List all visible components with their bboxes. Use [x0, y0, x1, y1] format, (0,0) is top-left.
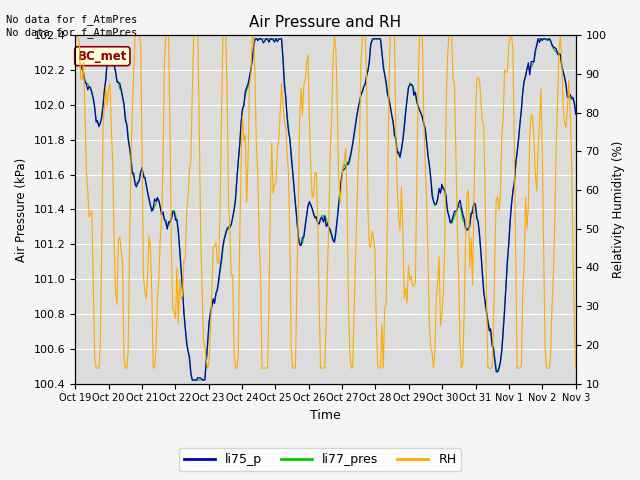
Y-axis label: Air Pressure (kPa): Air Pressure (kPa) — [15, 157, 28, 262]
Text: No data for f_AtmPres
No data for f_AtmPres: No data for f_AtmPres No data for f_AtmP… — [6, 14, 138, 38]
Legend: li75_p, li77_pres, RH: li75_p, li77_pres, RH — [179, 448, 461, 471]
Title: Air Pressure and RH: Air Pressure and RH — [250, 15, 401, 30]
Y-axis label: Relativity Humidity (%): Relativity Humidity (%) — [612, 141, 625, 278]
Text: BC_met: BC_met — [77, 50, 127, 63]
X-axis label: Time: Time — [310, 409, 341, 422]
